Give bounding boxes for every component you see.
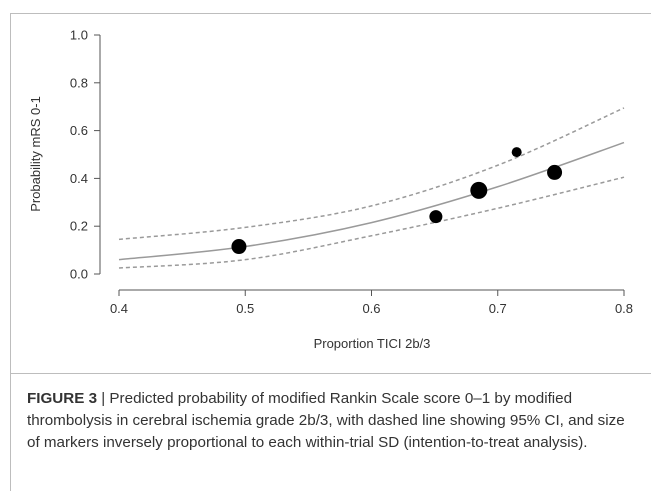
- x-tick-label: 0.6: [362, 301, 380, 316]
- fitted-line: [118, 141, 625, 261]
- frame-left-border: [10, 13, 11, 491]
- caption-text: | Predicted probability of modified Rank…: [27, 390, 625, 451]
- x-axis-title: Proportion TICI 2b/3: [314, 336, 431, 351]
- data-points: [231, 147, 563, 255]
- figure-caption: FIGURE 3 | Predicted probability of modi…: [27, 388, 627, 454]
- x-tick-label: 0.5: [236, 301, 254, 316]
- data-point: [511, 147, 522, 158]
- y-tick-label: 0.4: [70, 171, 88, 186]
- y-tick-label: 0.6: [70, 123, 88, 138]
- caption-separator: [10, 373, 651, 374]
- figure-label: FIGURE 3: [27, 390, 98, 407]
- ci-lower-line: [118, 176, 625, 269]
- x-tick-label: 0.4: [110, 301, 128, 316]
- x-tick-label: 0.8: [615, 301, 633, 316]
- frame-top-border: [10, 13, 651, 14]
- y-tick-label: 0.2: [70, 219, 88, 234]
- y-tick-label: 0.8: [70, 75, 88, 90]
- data-point: [231, 239, 247, 255]
- data-point: [429, 210, 443, 224]
- y-tick-label: 0.0: [70, 267, 88, 282]
- x-tick-label: 0.7: [489, 301, 507, 316]
- series-lines: [118, 107, 625, 269]
- y-axis-title: Probability mRS 0-1: [28, 96, 43, 212]
- y-tick-label: 1.0: [70, 28, 88, 43]
- ci-upper-line: [118, 107, 625, 241]
- chart-plot: 0.0 0.2 0.4 0.6 0.8 1.0 0.4 0.5 0.6 0.7 0.8 Propor…: [28, 28, 633, 352]
- data-point: [547, 164, 563, 180]
- data-point: [470, 181, 488, 199]
- axes: 0.0 0.2 0.4 0.6 0.8 1.0 0.4 0.5 0.6 0.7 0.8: [70, 28, 633, 317]
